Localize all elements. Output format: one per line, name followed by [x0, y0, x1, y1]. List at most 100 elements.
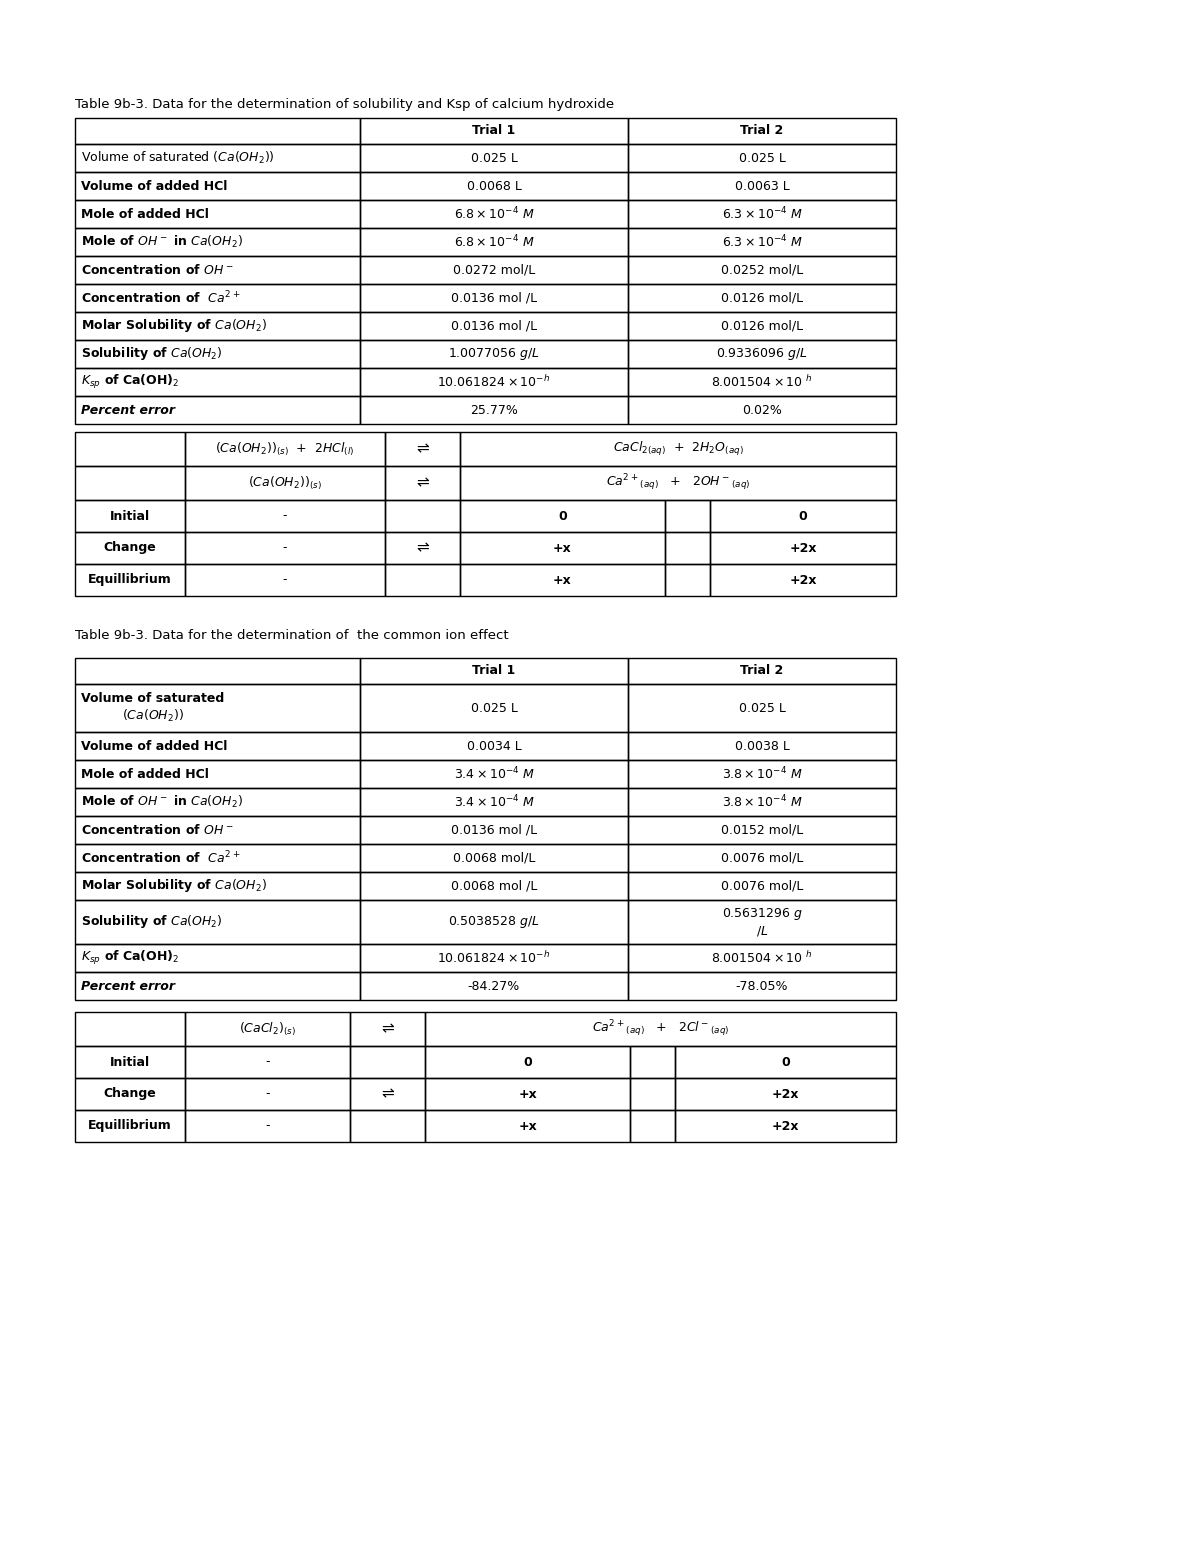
Bar — [185, 1013, 350, 1047]
Text: Molar Solubility of $Ca(OH_2)$: Molar Solubility of $Ca(OH_2)$ — [82, 877, 266, 895]
Bar — [360, 843, 628, 871]
Bar — [628, 200, 896, 228]
Bar — [460, 466, 896, 500]
Bar — [74, 118, 360, 144]
Text: Trial 2: Trial 2 — [740, 665, 784, 677]
Text: -: - — [283, 509, 287, 522]
Text: Equillibrium: Equillibrium — [88, 1120, 172, 1132]
Text: $\rightleftharpoons$: $\rightleftharpoons$ — [379, 1022, 396, 1036]
Bar — [360, 396, 628, 424]
Bar — [360, 340, 628, 368]
Text: $(Ca(OH_2))_{(s)}$: $(Ca(OH_2))_{(s)}$ — [248, 474, 322, 492]
Text: 0.0152 mol/L: 0.0152 mol/L — [721, 823, 803, 837]
Bar — [628, 731, 896, 759]
Text: $K_{sp}$ of Ca(OH)$_2$: $K_{sp}$ of Ca(OH)$_2$ — [82, 949, 179, 968]
Bar — [385, 466, 460, 500]
Text: $6.3 \times 10^{-4}$ $M$: $6.3 \times 10^{-4}$ $M$ — [721, 205, 803, 222]
Bar — [425, 1047, 630, 1078]
Text: Change: Change — [103, 542, 156, 554]
Bar — [628, 871, 896, 901]
Text: 0.02%: 0.02% — [742, 404, 782, 416]
Bar — [74, 843, 360, 871]
Text: Volume of saturated
$(Ca(OH_2))$: Volume of saturated $(Ca(OH_2))$ — [82, 693, 224, 724]
Text: $10.061824 \times 10^{-h}$: $10.061824 \times 10^{-h}$ — [437, 950, 551, 966]
Bar — [74, 658, 360, 683]
Bar — [630, 1047, 674, 1078]
Text: +x: +x — [518, 1087, 536, 1101]
Bar — [74, 500, 185, 533]
Bar — [628, 284, 896, 312]
Bar — [628, 340, 896, 368]
Bar — [360, 731, 628, 759]
Bar — [425, 1013, 896, 1047]
Bar — [460, 432, 896, 466]
Text: Trial 1: Trial 1 — [473, 124, 516, 138]
Bar — [360, 144, 628, 172]
Text: +2x: +2x — [772, 1120, 799, 1132]
Text: Table 9b-3. Data for the determination of  the common ion effect: Table 9b-3. Data for the determination o… — [74, 629, 509, 641]
Bar — [385, 432, 460, 466]
Text: -: - — [265, 1087, 270, 1101]
Text: 0: 0 — [781, 1056, 790, 1068]
Text: $\rightleftharpoons$: $\rightleftharpoons$ — [414, 540, 431, 556]
Text: $1.0077056$ $g/L$: $1.0077056$ $g/L$ — [448, 346, 540, 362]
Bar — [628, 172, 896, 200]
Bar — [74, 683, 360, 731]
Bar — [74, 172, 360, 200]
Text: Concentration of $\mathit{OH}^-$: Concentration of $\mathit{OH}^-$ — [82, 823, 234, 837]
Text: Molar Solubility of $Ca(OH_2)$: Molar Solubility of $Ca(OH_2)$ — [82, 317, 266, 334]
Text: Concentration of  $Ca^{2+}$: Concentration of $Ca^{2+}$ — [82, 849, 240, 867]
Text: 0.025 L: 0.025 L — [738, 702, 786, 714]
Bar — [628, 683, 896, 731]
Bar — [710, 533, 896, 564]
Bar — [185, 533, 385, 564]
Text: 0.0136 mol /L: 0.0136 mol /L — [451, 823, 538, 837]
Bar — [360, 118, 628, 144]
Bar — [665, 564, 710, 596]
Text: $(Ca(OH_2))_{(s)}$  +  $2HCl_{(l)}$: $(Ca(OH_2))_{(s)}$ + $2HCl_{(l)}$ — [215, 441, 355, 458]
Bar — [360, 871, 628, 901]
Text: $0.5631296$ $g$
$/L$: $0.5631296$ $g$ $/L$ — [721, 905, 803, 938]
Bar — [710, 500, 896, 533]
Bar — [360, 200, 628, 228]
Text: -84.27%: -84.27% — [468, 980, 520, 992]
Bar — [350, 1047, 425, 1078]
Text: +x: +x — [518, 1120, 536, 1132]
Text: 0.0034 L: 0.0034 L — [467, 739, 521, 753]
Bar — [628, 815, 896, 843]
Text: 0.0136 mol /L: 0.0136 mol /L — [451, 292, 538, 304]
Bar — [350, 1110, 425, 1141]
Bar — [425, 1078, 630, 1110]
Text: 0: 0 — [523, 1056, 532, 1068]
Bar — [360, 172, 628, 200]
Bar — [185, 1078, 350, 1110]
Bar — [74, 368, 360, 396]
Bar — [385, 533, 460, 564]
Bar — [74, 228, 360, 256]
Bar — [360, 284, 628, 312]
Bar — [628, 144, 896, 172]
Bar — [74, 871, 360, 901]
Bar — [665, 500, 710, 533]
Bar — [360, 972, 628, 1000]
Bar — [185, 466, 385, 500]
Text: 0.0136 mol /L: 0.0136 mol /L — [451, 320, 538, 332]
Text: 0.0126 mol/L: 0.0126 mol/L — [721, 292, 803, 304]
Bar — [185, 1110, 350, 1141]
Bar — [74, 533, 185, 564]
Text: -: - — [283, 542, 287, 554]
Bar — [628, 944, 896, 972]
Text: Mole of added HCl: Mole of added HCl — [82, 208, 209, 221]
Text: $3.8 \times 10^{-4}$ $M$: $3.8 \times 10^{-4}$ $M$ — [721, 766, 803, 783]
Text: 0.0076 mol/L: 0.0076 mol/L — [721, 851, 803, 865]
Bar — [74, 1047, 185, 1078]
Text: +x: +x — [553, 542, 572, 554]
Bar — [460, 564, 665, 596]
Text: Percent error: Percent error — [82, 980, 175, 992]
Bar — [74, 312, 360, 340]
Text: Mole of $\mathit{OH}^-$ in $Ca(OH_2)$: Mole of $\mathit{OH}^-$ in $Ca(OH_2)$ — [82, 235, 242, 250]
Bar — [628, 396, 896, 424]
Bar — [628, 368, 896, 396]
Bar — [360, 901, 628, 944]
Text: Change: Change — [103, 1087, 156, 1101]
